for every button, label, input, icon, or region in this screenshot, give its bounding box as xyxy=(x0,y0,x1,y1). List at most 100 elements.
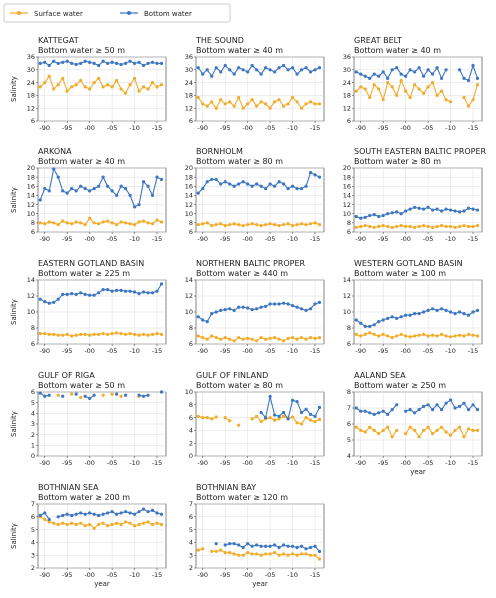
data-point xyxy=(52,521,56,525)
data-point xyxy=(47,393,51,397)
data-point xyxy=(119,511,123,515)
data-point xyxy=(439,224,444,228)
data-point xyxy=(241,180,245,184)
y-tick-label: 5 xyxy=(31,526,35,534)
data-point xyxy=(422,404,426,408)
data-point xyxy=(38,221,42,225)
data-point xyxy=(259,410,263,415)
y-tick-label: 2 xyxy=(31,431,35,439)
x-tick-label: -10 xyxy=(287,124,298,132)
data-point xyxy=(79,395,83,399)
data-point xyxy=(255,182,259,186)
data-point xyxy=(210,74,214,78)
data-point xyxy=(56,83,60,87)
data-point xyxy=(83,332,87,336)
data-point xyxy=(430,307,435,311)
data-point xyxy=(210,549,214,553)
data-point xyxy=(114,512,119,516)
data-point xyxy=(228,68,232,72)
data-point xyxy=(368,411,372,415)
data-point xyxy=(272,543,277,547)
y-tick-label: 2 xyxy=(189,564,193,572)
data-point xyxy=(146,393,150,397)
panel-title: ARKONA xyxy=(38,147,72,156)
data-point xyxy=(313,544,317,548)
data-point xyxy=(417,408,421,412)
data-point xyxy=(444,308,448,312)
data-point xyxy=(259,72,263,76)
data-point xyxy=(137,220,141,224)
data-point xyxy=(466,332,471,336)
data-point xyxy=(422,207,426,211)
data-point xyxy=(205,416,209,420)
y-tick-label: 10 xyxy=(185,388,193,396)
data-point xyxy=(119,184,123,188)
plot-area xyxy=(37,56,167,122)
data-point xyxy=(304,552,308,556)
data-point xyxy=(386,212,390,216)
data-point xyxy=(453,428,457,432)
data-point xyxy=(457,210,462,214)
data-point xyxy=(259,100,263,104)
data-point xyxy=(228,307,232,311)
panel-title: AALAND SEA xyxy=(354,371,406,380)
data-point xyxy=(232,308,236,312)
data-point xyxy=(56,393,60,397)
data-point xyxy=(444,401,448,405)
data-point xyxy=(201,547,205,551)
data-point xyxy=(123,332,128,336)
x-tick-label: -00 xyxy=(242,459,253,467)
data-point xyxy=(101,59,105,63)
data-point xyxy=(97,522,101,527)
data-point xyxy=(471,207,475,211)
data-point xyxy=(110,189,114,193)
x-axis-label: year xyxy=(252,580,268,588)
panel-title: GREAT BELT xyxy=(354,36,402,45)
x-tick-label: -15 xyxy=(152,235,163,243)
x-tick-label: -10 xyxy=(287,459,298,467)
data-point xyxy=(259,224,263,228)
data-point xyxy=(83,186,87,191)
data-point xyxy=(457,68,462,72)
data-point xyxy=(475,334,480,338)
data-point xyxy=(141,521,146,525)
data-point xyxy=(475,308,480,312)
data-point xyxy=(214,415,218,419)
data-point xyxy=(106,332,110,336)
y-tick-label: 1 xyxy=(31,442,35,450)
data-point xyxy=(137,522,141,527)
data-point xyxy=(114,78,119,83)
y-tick-label: 14 xyxy=(185,192,193,200)
data-point xyxy=(196,95,200,100)
series-line xyxy=(40,332,162,337)
data-point xyxy=(277,553,281,557)
data-point xyxy=(61,521,65,525)
data-point xyxy=(52,87,56,91)
data-point xyxy=(290,66,295,70)
data-point xyxy=(313,173,317,177)
data-point xyxy=(359,216,363,220)
x-tick-label: -90 xyxy=(39,124,50,132)
data-point xyxy=(74,62,78,67)
data-point xyxy=(146,520,150,524)
data-point xyxy=(159,512,164,516)
data-point xyxy=(404,409,408,413)
data-point xyxy=(250,552,254,556)
data-point xyxy=(354,332,358,336)
data-point xyxy=(237,95,241,100)
data-point xyxy=(255,543,259,547)
data-point xyxy=(368,224,372,229)
y-tick-label: 4 xyxy=(31,410,35,418)
data-point xyxy=(123,91,128,95)
data-point xyxy=(290,415,295,419)
data-point xyxy=(79,61,83,65)
data-point xyxy=(471,403,475,407)
x-tick-label: -10 xyxy=(287,571,298,579)
data-point xyxy=(38,391,42,395)
y-tick-label: 12 xyxy=(27,201,35,209)
data-point xyxy=(223,180,227,184)
data-point xyxy=(281,301,286,305)
data-point xyxy=(214,66,218,70)
data-point xyxy=(377,334,381,338)
data-point xyxy=(146,61,150,65)
